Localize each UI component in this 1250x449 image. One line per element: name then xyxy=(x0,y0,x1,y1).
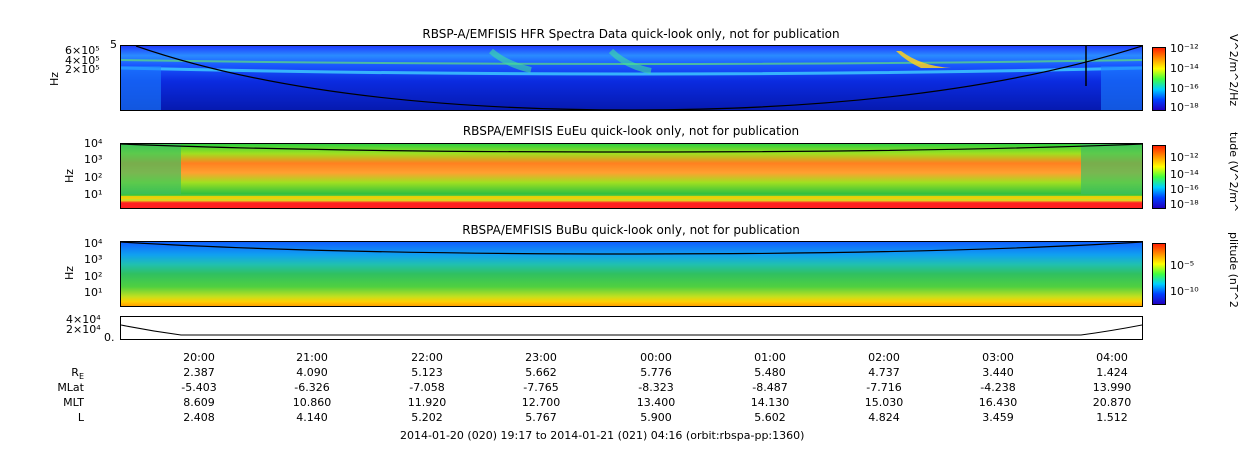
ephemeris-value: 5.602 xyxy=(754,411,786,424)
ephemeris-value: 12.700 xyxy=(521,396,561,409)
panel3-title: RBSPA/EMFISIS BuBu quick-look only, not … xyxy=(462,223,800,237)
bubu-spectrogram xyxy=(121,242,1142,306)
x-tick-label: 23:00 xyxy=(525,351,557,364)
ephemeris-value: 5.480 xyxy=(754,366,786,379)
ephemeris-value: 15.030 xyxy=(864,396,904,409)
p1-cb-tick-2: 10⁻¹⁶ xyxy=(1170,82,1199,95)
p2-colorbar-label: tude (V^2/m^ xyxy=(1227,132,1240,213)
p2-cb-tick-3: 10⁻¹⁸ xyxy=(1170,198,1199,211)
ephemeris-value: 3.440 xyxy=(982,366,1014,379)
p1-colorbar-label: V^2/m^2/Hz xyxy=(1227,34,1240,107)
ephemeris-value: -7.058 xyxy=(409,381,445,394)
x-tick-label: 02:00 xyxy=(868,351,900,364)
p2-ytick-2: 10² xyxy=(84,171,103,184)
panel1-title: RBSP-A/EMFISIS HFR Spectra Data quick-lo… xyxy=(422,27,840,41)
p4-ytick-2: 0. xyxy=(104,331,115,344)
p1-ytick-1: 5 xyxy=(110,38,117,51)
ephemeris-value: 4.090 xyxy=(296,366,328,379)
ephemeris-value: -7.765 xyxy=(523,381,559,394)
time-range-footer: 2014-01-20 (020) 19:17 to 2014-01-21 (02… xyxy=(400,429,805,442)
ephemeris-value: 13.400 xyxy=(636,396,676,409)
ephemeris-value: -8.323 xyxy=(638,381,674,394)
ephemeris-value: 16.430 xyxy=(978,396,1018,409)
hfr-spectrogram-panel xyxy=(120,45,1143,111)
ephem-label-mlt: MLT xyxy=(63,396,84,409)
p4-ytick-1: 2×10⁴ xyxy=(66,323,101,336)
p3-ytick-0: 10⁴ xyxy=(84,237,103,250)
p2-colorbar xyxy=(1152,145,1166,209)
x-tick-label: 03:00 xyxy=(982,351,1014,364)
ephem-label-r: RE xyxy=(71,366,84,382)
x-tick-label: 20:00 xyxy=(183,351,215,364)
bubu-spectrogram-panel xyxy=(120,241,1143,307)
ephemeris-value: 1.512 xyxy=(1096,411,1128,424)
ephemeris-value: 14.130 xyxy=(750,396,790,409)
x-tick-label: 21:00 xyxy=(296,351,328,364)
ephemeris-value: 8.609 xyxy=(183,396,215,409)
ephemeris-value: -7.716 xyxy=(866,381,902,394)
ephemeris-value: -6.326 xyxy=(294,381,330,394)
panel2-title: RBSPA/EMFISIS EuEu quick-look only, not … xyxy=(462,124,800,138)
p1-ytick-3: 2×10⁵ xyxy=(65,63,100,76)
p1-cb-tick-1: 10⁻¹⁴ xyxy=(1170,62,1199,75)
p1-cb-tick-0: 10⁻¹² xyxy=(1170,42,1199,55)
ephemeris-value: 1.424 xyxy=(1096,366,1128,379)
ephemeris-value: 20.870 xyxy=(1092,396,1132,409)
p4-ytick-0: 4×10⁴ xyxy=(66,313,101,326)
p3-ytick-3: 10¹ xyxy=(84,286,103,299)
p2-cb-tick-0: 10⁻¹² xyxy=(1170,151,1199,164)
hfr-spectrogram xyxy=(121,46,1142,110)
eueu-spectrogram xyxy=(121,144,1142,208)
p1-cb-tick-3: 10⁻¹⁸ xyxy=(1170,101,1199,114)
ephemeris-value: 11.920 xyxy=(407,396,447,409)
x-tick-label: 22:00 xyxy=(411,351,443,364)
p1-ytick-2: 4×10⁵ xyxy=(65,54,100,67)
p2-cb-tick-1: 10⁻¹⁴ xyxy=(1170,168,1199,181)
eueu-spectrogram-panel xyxy=(120,143,1143,209)
p3-colorbar-label: plitude (nT^2 xyxy=(1227,232,1240,308)
ephemeris-value: 4.140 xyxy=(296,411,328,424)
ephemeris-value: 10.860 xyxy=(292,396,332,409)
line-plot-panel xyxy=(120,316,1143,340)
ephemeris-value: 5.767 xyxy=(525,411,557,424)
p2-ytick-1: 10³ xyxy=(84,153,103,166)
p2-ytick-3: 10¹ xyxy=(84,188,103,201)
ephem-label-l: L xyxy=(77,411,84,424)
ephemeris-value: 13.990 xyxy=(1092,381,1132,394)
x-tick-label: 01:00 xyxy=(754,351,786,364)
x-tick-label: 04:00 xyxy=(1096,351,1128,364)
p3-ytick-1: 10³ xyxy=(84,253,103,266)
p3-ylabel: Hz xyxy=(63,265,76,280)
ephemeris-value: 5.776 xyxy=(640,366,672,379)
ephemeris-value: -4.238 xyxy=(980,381,1016,394)
p3-colorbar xyxy=(1152,243,1166,305)
ephemeris-value: -5.403 xyxy=(181,381,217,394)
ephem-label-mlat: MLat xyxy=(57,381,84,394)
ephemeris-value: 5.202 xyxy=(411,411,443,424)
p2-ytick-0: 10⁴ xyxy=(84,137,103,150)
p3-cb-tick-0: 10⁻⁵ xyxy=(1170,259,1195,272)
p1-ylabel: Hz xyxy=(48,71,61,86)
ephemeris-value: 5.662 xyxy=(525,366,557,379)
p1-ytick-0: 6×10⁵ xyxy=(65,44,100,57)
line-plot xyxy=(121,324,1142,336)
p3-cb-tick-1: 10⁻¹⁰ xyxy=(1170,285,1199,298)
ephemeris-value: 4.824 xyxy=(868,411,900,424)
ephemeris-value: 3.459 xyxy=(982,411,1014,424)
p1-colorbar xyxy=(1152,47,1166,111)
x-tick-label: 00:00 xyxy=(640,351,672,364)
ephemeris-value: 2.387 xyxy=(183,366,215,379)
ephemeris-value: 2.408 xyxy=(183,411,215,424)
ephemeris-value: 5.123 xyxy=(411,366,443,379)
p2-ylabel: Hz xyxy=(63,168,76,183)
p2-cb-tick-2: 10⁻¹⁶ xyxy=(1170,183,1199,196)
ephemeris-value: 4.737 xyxy=(868,366,900,379)
p3-ytick-2: 10² xyxy=(84,270,103,283)
ephemeris-value: 5.900 xyxy=(640,411,672,424)
ephemeris-value: -8.487 xyxy=(752,381,788,394)
